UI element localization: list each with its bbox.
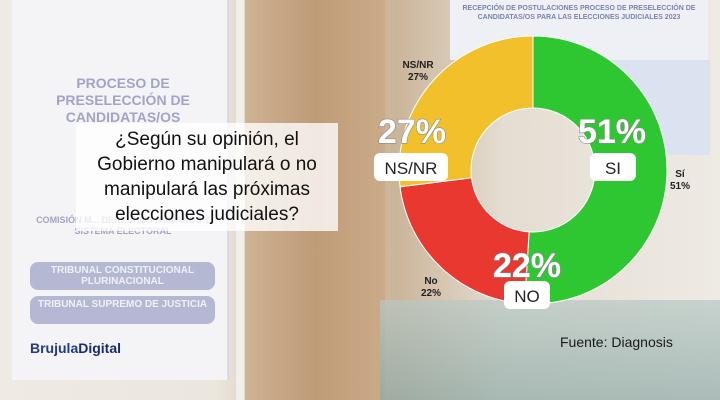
category-label: NO [514, 287, 540, 306]
brand-part-1: Brujula [30, 340, 79, 356]
right-poster-text: RECEPCIÓN DE POSTULACIONES PROCESO DE PR… [462, 5, 696, 21]
left-pill-2: TRIBUNAL SUPREMO DE JUSTICIA [37, 299, 208, 310]
brand-logo: BrujulaDigital [30, 340, 121, 356]
survey-question: ¿Según su opinión, el Gobierno manipular… [76, 123, 338, 231]
outer-label: Sí [675, 169, 686, 180]
category-label: SI [605, 159, 621, 178]
left-pill-1: TRIBUNAL CONSTITUCIONAL PLURINACIONAL [50, 265, 195, 287]
slice-nsnr [398, 35, 534, 188]
outer-label: 27% [408, 72, 428, 83]
outer-label: 22% [421, 288, 441, 299]
outer-label: NS/NR [402, 60, 434, 71]
value-label: 27% [378, 113, 446, 151]
slice-no [399, 177, 530, 305]
outer-label: No [424, 276, 437, 287]
outer-label: 51% [670, 181, 690, 192]
category-label: NS/NR [385, 159, 438, 178]
brand-part-2: Digital [78, 340, 122, 356]
value-label: 51% [578, 113, 646, 151]
source-note: Fuente: Diagnosis [560, 334, 673, 350]
category-pill [590, 153, 636, 181]
category-pill [374, 153, 448, 181]
category-pill [504, 281, 550, 309]
left-banner-title: PROCESO DE PRESELECCIÓN DE CANDIDATAS/OS [56, 75, 190, 125]
value-label: 22% [493, 247, 561, 285]
